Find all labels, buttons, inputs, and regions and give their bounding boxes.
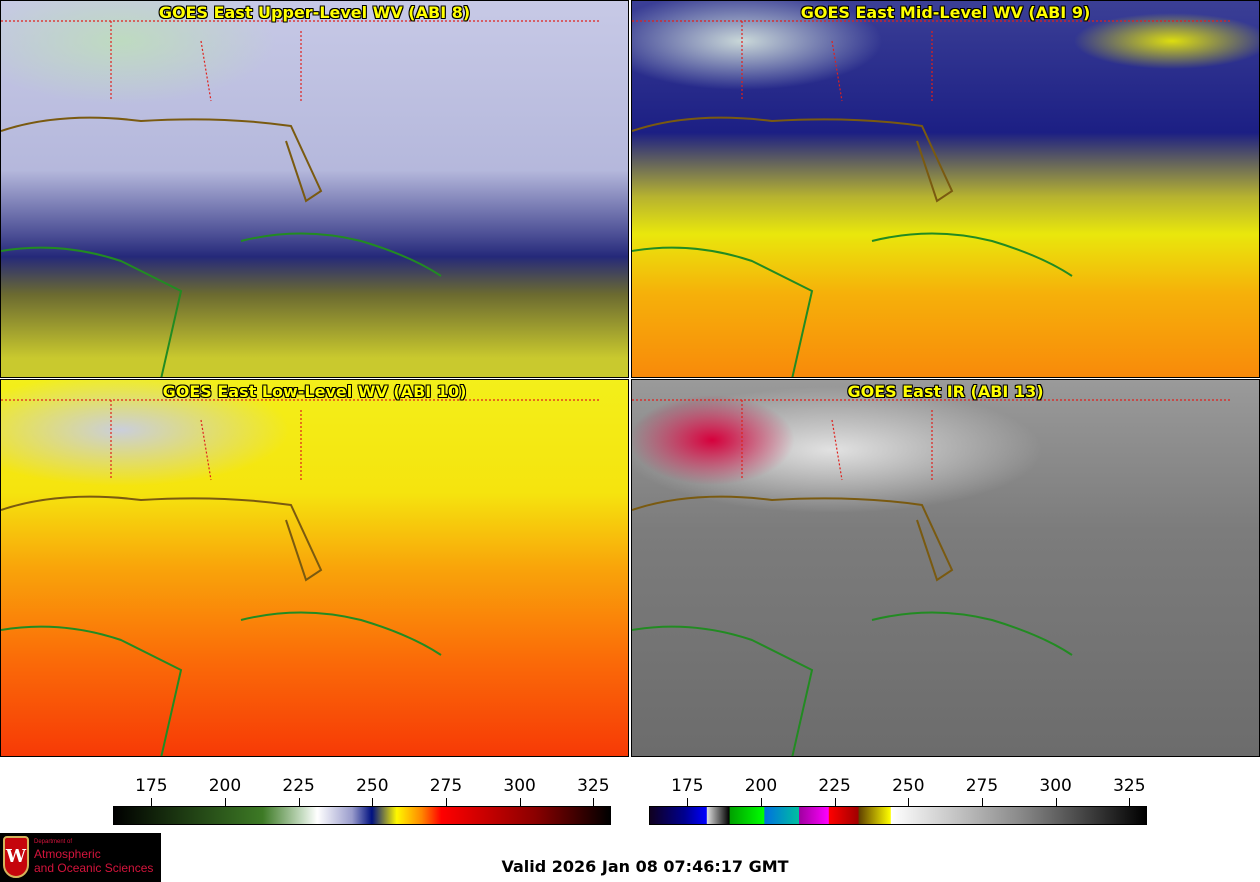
wv-colorbar [113,806,611,825]
colorbar-tick-label: 200 [208,776,242,796]
colorbar-tick [372,798,374,806]
colorbar-tick [981,798,983,806]
colorbar-tick [1129,798,1131,806]
panel-upper-level-wv: GOES East Upper-Level WV (ABI 8) [0,0,629,378]
colorbar-tick-label: 325 [1113,776,1146,796]
colorbar-tick [224,798,226,806]
colorbar-tick-label: 225 [282,776,315,796]
map-overlay [632,20,1232,377]
logo-line2: Atmospheric [34,847,101,861]
valid-time: Valid 2026 Jan 08 07:46:17 GMT [501,857,789,876]
colorbar-tick [519,798,521,806]
panel-title: GOES East Upper-Level WV (ABI 8) [158,3,471,22]
colorbar-tick-label: 250 [356,776,389,796]
colorbar-tick [445,798,447,806]
colorbar-tick-label: 175 [135,776,168,796]
ir-colorbar [649,806,1147,825]
colorbar-tick-label: 325 [577,776,610,796]
colorbar-tick [687,798,689,806]
logo-line3: and Oceanic Sciences [34,861,154,875]
colorbar-tick [760,798,762,806]
colorbar-tick [908,798,910,806]
colorbar-tick-label: 300 [1039,776,1072,796]
colorbar-tick-label: 275 [965,776,999,796]
map-overlay [1,20,601,377]
colorbar-tick [1055,798,1057,806]
logo-line1: Department of [34,839,73,845]
colorbar-tick-label: 200 [744,776,778,796]
colorbar-tick [834,798,836,806]
aos-logo: W Department of Atmospheric and Oceanic … [0,833,161,882]
panel-title: GOES East Low-Level WV (ABI 10) [162,382,467,401]
panel-title: GOES East IR (ABI 13) [847,382,1044,401]
panel-title: GOES East Mid-Level WV (ABI 9) [800,3,1091,22]
panel-ir: GOES East IR (ABI 13) [631,379,1260,757]
colorbar-tick [593,798,595,806]
colorbar-tick [298,798,300,806]
crest-icon: W [3,836,29,878]
map-overlay [632,399,1232,756]
colorbar-tick-label: 250 [892,776,925,796]
colorbar-tick-label: 275 [429,776,463,796]
colorbar-tick-label: 300 [503,776,536,796]
panel-low-level-wv: GOES East Low-Level WV (ABI 10) [0,379,629,757]
colorbar-tick-label: 175 [671,776,704,796]
colorbar-tick-label: 225 [818,776,851,796]
panel-mid-level-wv: GOES East Mid-Level WV (ABI 9) [631,0,1260,378]
map-overlay [1,399,601,756]
colorbar-tick [151,798,153,806]
